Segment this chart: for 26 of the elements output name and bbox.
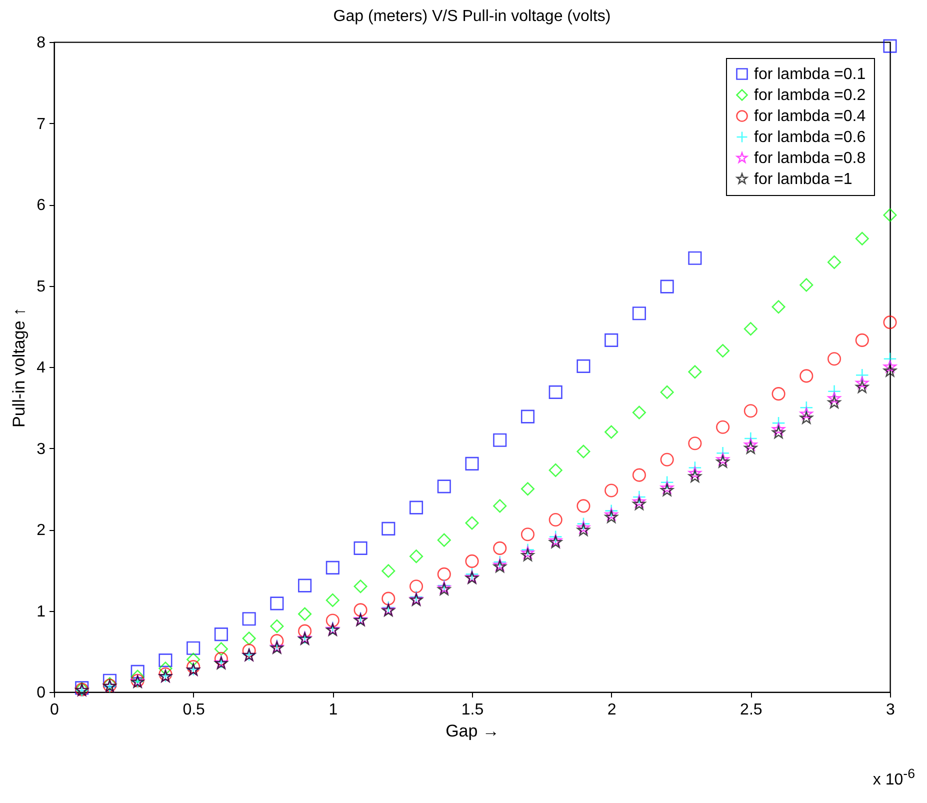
y-tick-label: 7 — [36, 116, 46, 133]
y-tick-label: 3 — [36, 440, 46, 458]
y-tick-label: 1 — [36, 603, 46, 620]
legend-label: for lambda =0.2 — [754, 87, 866, 104]
chart-title: Gap (meters) V/S Pull-in voltage (volts) — [333, 8, 611, 25]
y-tick-label: 8 — [36, 34, 46, 52]
text: x 10$^{-6}$ — [872, 766, 915, 790]
x-tick-label: 0 — [50, 702, 60, 718]
y-axis-title: Pull-in voltage ↑ — [10, 307, 29, 428]
legend-label: for lambda =1 — [754, 171, 852, 188]
x-tick-label: 1 — [328, 702, 338, 718]
x-axis-title: Gap → — [446, 722, 500, 740]
x-tick-label: 1.5 — [461, 702, 484, 718]
legend-label: for lambda =0.4 — [754, 108, 866, 125]
legend-label: for lambda =0.1 — [754, 66, 866, 83]
y-tick-label: 2 — [36, 522, 46, 539]
x-tick-label: 0.5 — [182, 702, 206, 718]
legend-label: for lambda =0.6 — [754, 129, 866, 146]
y-tick-label: 4 — [36, 360, 46, 376]
x-tick-label: 3 — [886, 702, 896, 718]
y-tick-label: 6 — [36, 197, 46, 214]
legend-label: for lambda =0.8 — [754, 150, 866, 167]
x-tick-label: 2 — [607, 702, 616, 718]
y-tick-label: 5 — [36, 278, 46, 296]
x-tick-label: 2.5 — [740, 702, 762, 718]
y-tick-label: 0 — [36, 684, 46, 702]
